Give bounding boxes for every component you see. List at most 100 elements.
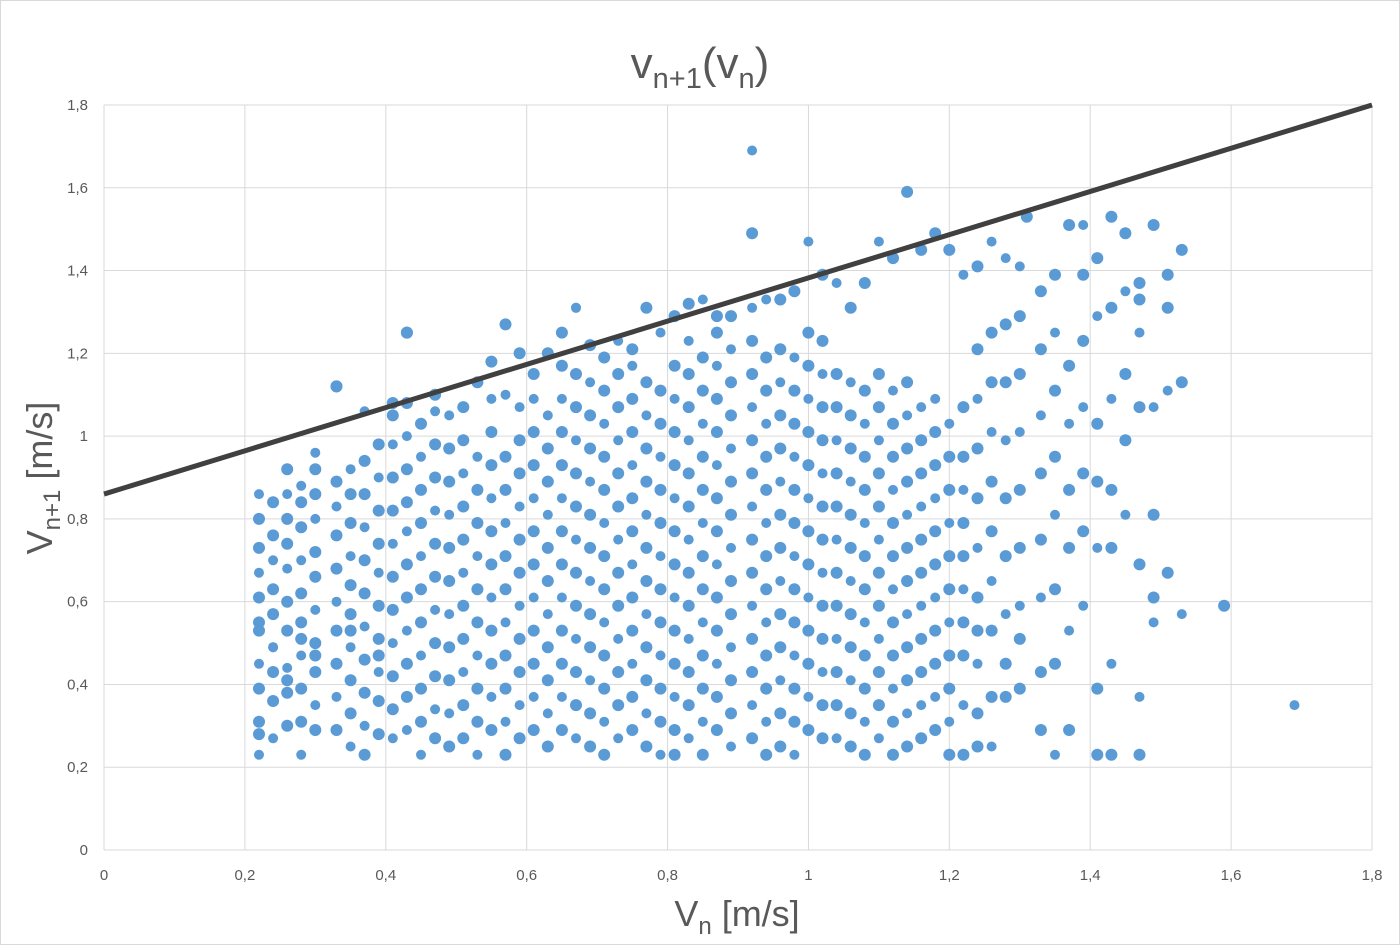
data-point xyxy=(788,517,801,529)
data-point xyxy=(457,434,470,447)
y-axis-title: Vn+1 [m/s] xyxy=(19,402,66,555)
data-point xyxy=(612,566,625,579)
data-point xyxy=(555,724,568,736)
data-point xyxy=(541,575,554,587)
data-point xyxy=(859,518,870,528)
data-point xyxy=(710,690,723,703)
data-point xyxy=(802,558,815,571)
data-point xyxy=(310,513,321,524)
data-point xyxy=(457,632,470,645)
data-point xyxy=(640,475,653,488)
data-point xyxy=(830,666,843,678)
data-point xyxy=(915,533,928,546)
data-point xyxy=(1105,483,1118,496)
data-point xyxy=(726,542,736,553)
data-point xyxy=(253,591,265,604)
data-point xyxy=(958,700,969,711)
data-point xyxy=(873,534,884,545)
data-point xyxy=(485,525,498,538)
data-point xyxy=(358,454,371,467)
data-point xyxy=(570,699,582,712)
data-point xyxy=(296,555,307,566)
data-point xyxy=(641,509,652,520)
data-point xyxy=(844,541,857,554)
x-tick-label: 1,4 xyxy=(1080,867,1101,884)
data-point xyxy=(640,740,653,753)
data-point xyxy=(1105,210,1118,223)
data-point xyxy=(457,500,470,513)
data-point xyxy=(761,294,772,305)
data-point xyxy=(682,500,695,513)
data-point xyxy=(555,657,568,670)
data-point xyxy=(668,724,681,736)
data-point xyxy=(873,733,884,744)
data-point xyxy=(746,566,759,579)
data-point xyxy=(499,550,512,563)
data-point xyxy=(345,642,356,653)
data-point xyxy=(485,355,498,368)
data-point xyxy=(760,351,773,364)
data-point xyxy=(887,517,899,529)
data-point xyxy=(267,695,280,707)
data-point xyxy=(916,700,927,711)
data-point xyxy=(613,435,624,446)
data-point xyxy=(281,719,294,732)
data-point xyxy=(541,541,554,554)
data-point xyxy=(1034,533,1047,546)
data-point xyxy=(654,384,667,397)
data-point xyxy=(830,566,843,579)
data-point xyxy=(541,442,554,455)
data-point xyxy=(788,583,801,596)
data-point xyxy=(668,624,681,637)
data-point xyxy=(585,675,596,686)
data-point xyxy=(584,707,597,720)
data-point xyxy=(309,637,322,650)
data-point xyxy=(1091,682,1104,695)
data-point xyxy=(358,748,371,761)
data-point xyxy=(514,501,525,512)
data-point xyxy=(858,483,871,496)
data-point xyxy=(697,294,708,305)
data-point xyxy=(901,541,914,554)
data-point xyxy=(788,616,801,629)
data-point xyxy=(555,326,568,339)
data-point xyxy=(1063,483,1076,496)
data-point xyxy=(641,410,652,421)
data-point xyxy=(570,566,582,579)
data-point xyxy=(613,534,624,545)
data-point xyxy=(1013,483,1026,496)
data-point xyxy=(669,592,680,603)
data-point xyxy=(971,740,984,753)
data-point xyxy=(1134,327,1145,338)
data-point xyxy=(267,666,280,678)
data-point xyxy=(641,708,652,719)
data-point xyxy=(500,389,511,400)
data-point xyxy=(613,633,624,644)
data-point xyxy=(725,310,737,323)
data-point xyxy=(296,749,307,760)
data-point xyxy=(267,529,280,542)
data-point xyxy=(430,505,441,516)
data-point xyxy=(387,638,398,649)
data-point xyxy=(513,467,526,480)
data-point xyxy=(915,467,928,480)
data-point xyxy=(345,464,356,475)
data-point xyxy=(971,624,984,637)
data-point xyxy=(345,741,356,752)
data-point xyxy=(682,368,695,380)
reference-line xyxy=(103,102,1373,497)
data-point xyxy=(802,359,815,372)
data-point xyxy=(682,566,695,579)
data-point xyxy=(774,343,787,356)
data-point xyxy=(387,733,398,744)
data-point xyxy=(668,426,681,438)
data-point xyxy=(253,682,265,695)
data-point xyxy=(972,542,983,553)
data-point xyxy=(1105,541,1118,554)
data-point xyxy=(957,649,970,662)
data-point xyxy=(310,700,321,711)
data-point xyxy=(309,649,322,662)
data-point xyxy=(746,334,759,347)
data-point xyxy=(513,666,526,678)
data-point xyxy=(697,617,708,628)
